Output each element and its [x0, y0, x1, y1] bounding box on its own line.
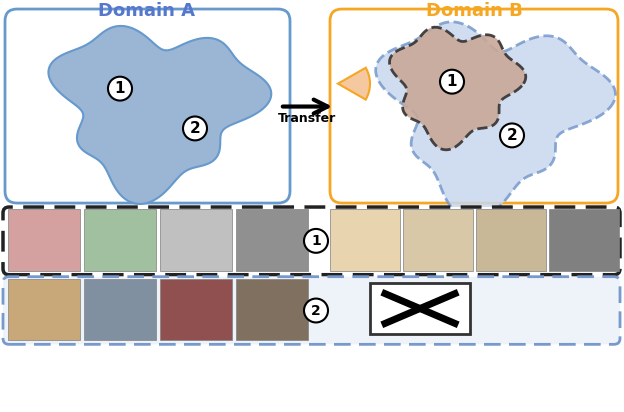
FancyBboxPatch shape: [330, 9, 618, 203]
FancyArrowPatch shape: [283, 100, 328, 113]
Text: Domain B: Domain B: [426, 2, 522, 20]
FancyBboxPatch shape: [84, 279, 156, 340]
Text: 2: 2: [190, 121, 200, 136]
Text: 2: 2: [507, 128, 517, 143]
FancyBboxPatch shape: [8, 279, 80, 340]
FancyBboxPatch shape: [3, 207, 620, 275]
Text: 1: 1: [311, 234, 321, 248]
Text: 1: 1: [115, 81, 125, 96]
Circle shape: [183, 117, 207, 140]
FancyBboxPatch shape: [84, 209, 156, 271]
FancyBboxPatch shape: [330, 209, 400, 271]
Text: Transfer: Transfer: [278, 112, 336, 125]
FancyBboxPatch shape: [236, 279, 308, 340]
Circle shape: [304, 229, 328, 253]
Circle shape: [108, 77, 132, 101]
Circle shape: [440, 70, 464, 94]
FancyBboxPatch shape: [403, 209, 473, 271]
FancyBboxPatch shape: [370, 283, 470, 335]
FancyBboxPatch shape: [3, 277, 620, 344]
FancyBboxPatch shape: [476, 209, 546, 271]
FancyBboxPatch shape: [5, 9, 290, 203]
Polygon shape: [49, 26, 271, 204]
FancyBboxPatch shape: [160, 279, 232, 340]
Polygon shape: [389, 27, 526, 150]
Circle shape: [304, 299, 328, 323]
Wedge shape: [338, 68, 370, 100]
Text: 2: 2: [311, 304, 321, 318]
Polygon shape: [376, 22, 615, 219]
Text: 1: 1: [447, 74, 457, 89]
Circle shape: [500, 124, 524, 147]
FancyBboxPatch shape: [549, 209, 619, 271]
FancyBboxPatch shape: [160, 209, 232, 271]
FancyBboxPatch shape: [8, 209, 80, 271]
FancyBboxPatch shape: [236, 209, 308, 271]
Text: Domain A: Domain A: [99, 2, 195, 20]
